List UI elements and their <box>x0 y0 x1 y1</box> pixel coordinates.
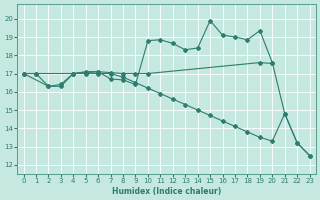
X-axis label: Humidex (Indice chaleur): Humidex (Indice chaleur) <box>112 187 221 196</box>
